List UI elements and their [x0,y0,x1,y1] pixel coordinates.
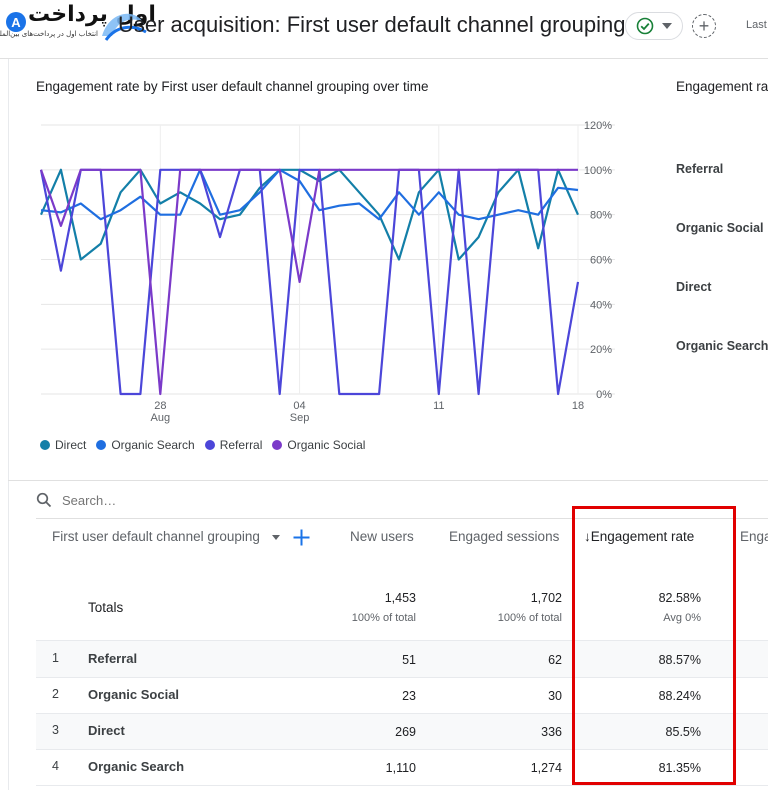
side-label-organic-search: Organic Search [676,339,768,353]
side-label-referral: Referral [676,162,724,176]
report-status-dropdown[interactable] [625,12,683,40]
x-tick-label: 28 [154,400,166,412]
search-divider [36,518,768,519]
add-comparison-button[interactable]: + [692,14,716,38]
row-new-users: 51 [402,653,416,667]
row-divider [36,713,768,714]
y-tick-label: 60% [590,255,612,267]
brand-tagline: انتخاب اول در پرداخت‌های بین‌المللی [0,30,98,38]
caret-down-icon [662,23,672,29]
row-channel-name[interactable]: Referral [88,651,138,666]
y-tick-label: 80% [590,210,612,222]
legend-item-organic-search[interactable]: Organic Search [96,438,195,452]
y-tick-label: 20% [590,344,612,356]
totals-new-users-sub: 100% of total [351,612,416,624]
series-line-organic-social [39,168,578,396]
search-icon [36,492,52,508]
x-tick-label: 04 [293,400,305,412]
row-engaged-sessions: 62 [548,653,562,667]
legend-dot [204,440,215,450]
search-input[interactable] [62,492,262,508]
row-engagement-rate: 85.5% [665,725,701,739]
header-divider [0,58,768,59]
legend-dot [40,440,50,450]
engagement-rate-highlight-box [572,506,736,785]
row-engaged-sessions: 1,274 [530,761,562,775]
date-range-label[interactable]: Last [746,19,767,31]
side-label-organic-social: Organic Social [676,221,764,235]
row-engaged-sessions: 30 [548,689,562,703]
row-engagement-rate: 88.24% [658,689,701,703]
totals-label: Totals [88,600,124,615]
row-new-users: 23 [402,689,416,703]
x-tick-label: 11 [433,400,444,412]
table-row[interactable] [36,641,768,677]
left-border [8,59,9,790]
series-line-organic-search [40,168,579,221]
totals-new-users: 1,453 [384,591,416,605]
row-index: 1 [52,651,59,665]
legend-dot [272,440,283,450]
row-channel-name[interactable]: Organic Search [88,759,185,774]
row-channel-name[interactable]: Organic Social [88,687,180,702]
series-line-referral [39,168,580,396]
dimension-column-header[interactable]: First user default channel grouping [52,529,260,544]
row-divider [36,640,768,641]
row-new-users: 1,110 [385,761,416,775]
legend-item-direct[interactable]: Direct [40,438,86,452]
brand-swirl-icon [102,13,147,41]
column-header-new-users[interactable]: New users [350,529,414,544]
table-search [36,492,262,508]
brand-logo-text: اول پرداخت [28,2,156,27]
totals-engaged-sessions-sub: 100% of total [497,612,562,624]
row-engaged-sessions: 336 [541,725,562,739]
table-row[interactable] [36,714,768,750]
legend-item-organic-social[interactable]: Organic Social [272,438,365,452]
column-header-truncated[interactable]: Enga [740,529,768,544]
row-divider [36,785,768,786]
y-tick-label: 120% [584,120,612,132]
add-dimension-plus-icon[interactable] [292,528,311,547]
row-index: 2 [52,687,59,701]
x-tick-label: 18 [572,400,584,412]
side-label-direct: Direct [676,280,712,294]
series-line-direct [39,168,580,261]
plus-icon: + [698,15,710,36]
y-tick-label: 0% [596,389,612,401]
page-title: User acquisition: First user default cha… [118,12,626,37]
legend-label: Direct [55,438,87,452]
legend-item-referral[interactable]: Referral [204,438,263,452]
legend-label: Organic Search [111,438,195,452]
y-tick-label: 40% [590,299,612,311]
totals-engagement-rate: 82.58% [658,591,701,605]
chart-title: Engagement rate by First user default ch… [36,79,429,94]
legend-label: Organic Social [287,438,366,452]
row-channel-name[interactable]: Direct [88,723,125,738]
dimension-dropdown-icon[interactable] [271,535,281,541]
check-circle-icon [636,17,654,35]
x-tick-month-label: Aug [151,412,171,424]
legend-label: Referral [219,438,263,452]
brand-badge: A [6,12,26,32]
side-chart-title: Engagement rate [676,79,768,94]
column-header-engaged-sessions[interactable]: Engaged sessions [449,529,560,544]
y-tick-label: 100% [584,165,612,177]
row-index: 3 [52,723,59,737]
x-tick-month-label: Sep [290,412,310,424]
totals-engaged-sessions: 1,702 [530,591,562,605]
column-header-engagement-rate[interactable]: ↓Engagement rate [584,529,695,544]
chart-legend: Direct Organic Search Referral Organic S… [40,438,365,452]
totals-engagement-rate-sub: Avg 0% [663,612,701,624]
row-divider [36,677,768,678]
row-new-users: 269 [395,725,416,739]
row-index: 4 [52,759,59,773]
row-engagement-rate: 88.57% [658,653,701,667]
row-divider [36,749,768,750]
row-engagement-rate: 81.35% [658,761,701,775]
section-divider [8,480,768,481]
legend-dot [96,440,107,450]
